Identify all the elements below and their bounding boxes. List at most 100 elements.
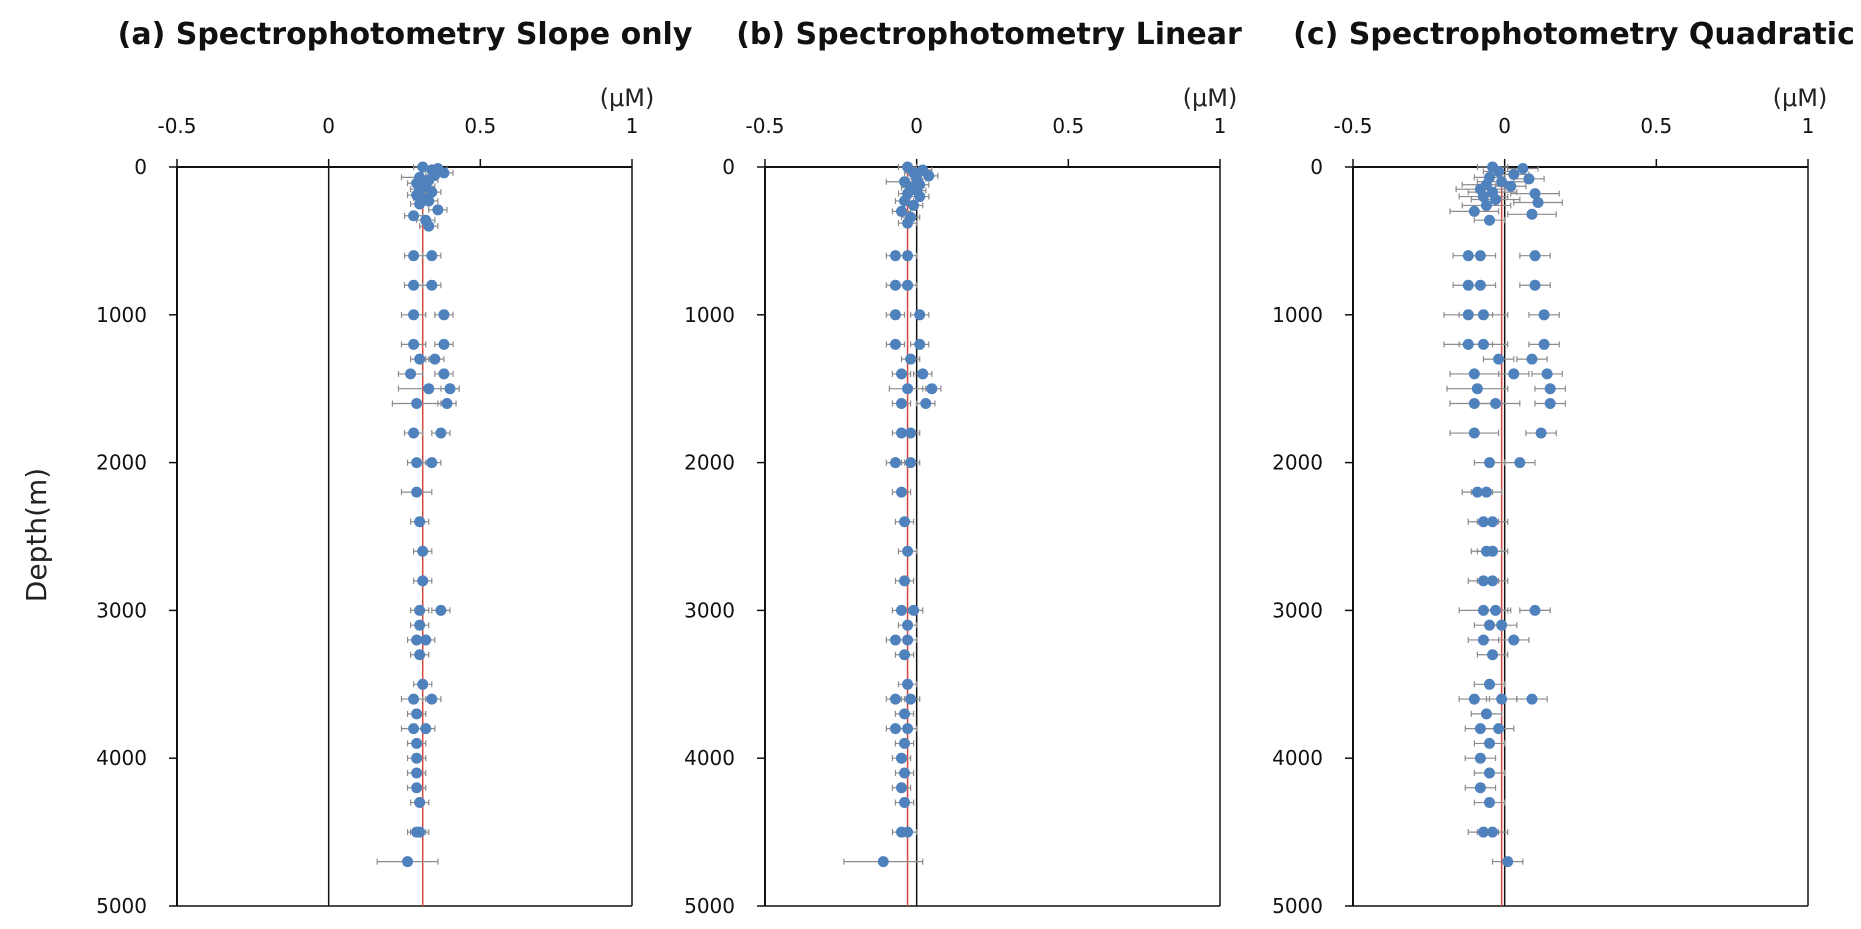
panel-c-data-point [1538,309,1550,321]
panel-b-data-point [899,195,911,207]
panel-a-data-point [438,167,450,179]
panel-b-unit-label: (μM) [1183,84,1238,112]
panel-b-data-point [902,250,914,262]
panel-b-data-point [889,279,901,291]
panel-c-data-point [1490,604,1502,616]
panel-b-data-point [905,427,917,439]
panel-a-data-point [411,767,423,779]
panel-c-data-point [1544,383,1556,395]
panel-a-data-point [417,678,429,690]
panel-b-data-point [905,457,917,469]
panel-a-data-point [426,693,438,705]
panel-c-data-point [1535,427,1547,439]
panel-a-data-point [414,353,426,365]
panel-a-data-point [414,826,426,838]
panel-a-data-point [411,457,423,469]
panel-b-title: (b) Spectrophotometry Linear [736,17,1242,52]
panel-a-data-point [405,368,417,380]
panel-c-x-ticks: -0.5 0 0.5 1 [1333,114,1814,138]
panel-a-data-point [408,427,420,439]
panel-a-data-point [408,309,420,321]
panel-a-y-tick-label: 4000 [96,746,147,770]
panel-a-data-point [426,186,438,198]
panel-c-data-point [1468,368,1480,380]
panel-a-unit-label: (μM) [600,84,655,112]
panel-c-data-point [1538,338,1550,350]
panel-c-data-point [1496,619,1508,631]
panel-a-x-ticks: -0.5 0 0.5 1 [157,114,638,138]
panel-c-data-point [1508,168,1520,180]
panel-a-data-point [402,856,414,868]
panel-b-y-tick-label: 5000 [684,894,735,918]
panel-c-data-point [1477,191,1489,203]
panel-b-x-tick-label: 1 [1214,114,1227,138]
panel-b-data-point [902,279,914,291]
panel-a-data-point [417,575,429,587]
panel-a-y-tick-label: 3000 [96,598,147,622]
panel-c-data-point [1502,856,1514,868]
panel-a-data-point [420,634,432,646]
panel-c-data-point [1471,383,1483,395]
panel-c-data-point [1487,826,1499,838]
panel-c-data-point [1484,619,1495,631]
panel-a-x-tick-label: -0.5 [157,114,196,138]
panel-a-x-tick-label: 0.5 [464,114,496,138]
panel-a-data-point [411,397,423,409]
panel-a-data-point [414,198,426,210]
panel-a-data-point [429,353,441,365]
panel-b-data-point [889,457,901,469]
panel-a-data-point [411,634,423,646]
panel-b-data-point [908,199,920,211]
panel-c-y-tick-label: 2000 [1272,451,1323,475]
panel-c-data-point [1529,279,1541,291]
panel-c-data-point [1468,427,1480,439]
panel-a-data-point [414,516,426,528]
panel-b-data-point [914,309,926,321]
panel-c-y-tick-label: 4000 [1272,746,1323,770]
panel-c-data-point [1471,486,1483,498]
panel-c-data-point [1474,782,1486,794]
panel-b-x-tick-label: -0.5 [745,114,784,138]
panel-c-data-point [1493,165,1505,177]
panel-b-data-point [896,205,907,217]
panel-a-y-tick-label: 1000 [96,303,147,327]
panel-a-x-tick-label: 1 [626,114,639,138]
panel-c-data-point [1541,368,1553,380]
panel-b-data-point [896,752,907,764]
panel-c-y-tick-label: 5000 [1272,894,1323,918]
panel-c-data-point [1477,634,1489,646]
panel-b-data-point [914,191,926,203]
panel-c-data-point [1477,604,1489,616]
panel-b-data-point [902,634,914,646]
panel-b-data-point [899,797,911,809]
panel-a-data-point [438,309,450,321]
panel-b-data-point [899,708,911,720]
panel-c-data-point [1493,353,1505,365]
panel-b-y-tick-label: 4000 [684,746,735,770]
panel-c-x-tick-label: 0.5 [1640,114,1672,138]
panel-b-data-point [889,338,901,350]
panel-b-data-point [899,575,911,587]
panel-b-data-point [896,604,907,616]
panel-a-data-point [414,604,426,616]
panel-c-x-tick-label: -0.5 [1333,114,1372,138]
panel-c-data-point [1517,162,1529,174]
panel-b-data-point [896,782,907,794]
panel-c-data-point [1468,693,1480,705]
panel-c-data-point [1523,173,1535,185]
panel-b-data-point [899,516,911,528]
panel-c-data-point [1487,545,1499,557]
panel-c-data-point [1514,457,1526,469]
panel-b-data-point [902,723,914,735]
panel-c-data-point [1532,196,1544,208]
panel-c-data-point [1526,208,1538,220]
panel-a-data-point [417,545,429,557]
panel-a-data-point [408,250,420,262]
panel-a-data-point [408,723,420,735]
panel-c-data-point [1462,338,1474,350]
panel-c-data-point [1480,708,1492,720]
panel-c-x-tick-label: 0 [1498,114,1511,138]
panel-c-data-point [1529,188,1541,200]
panel-b-x-tick-label: 0 [910,114,923,138]
